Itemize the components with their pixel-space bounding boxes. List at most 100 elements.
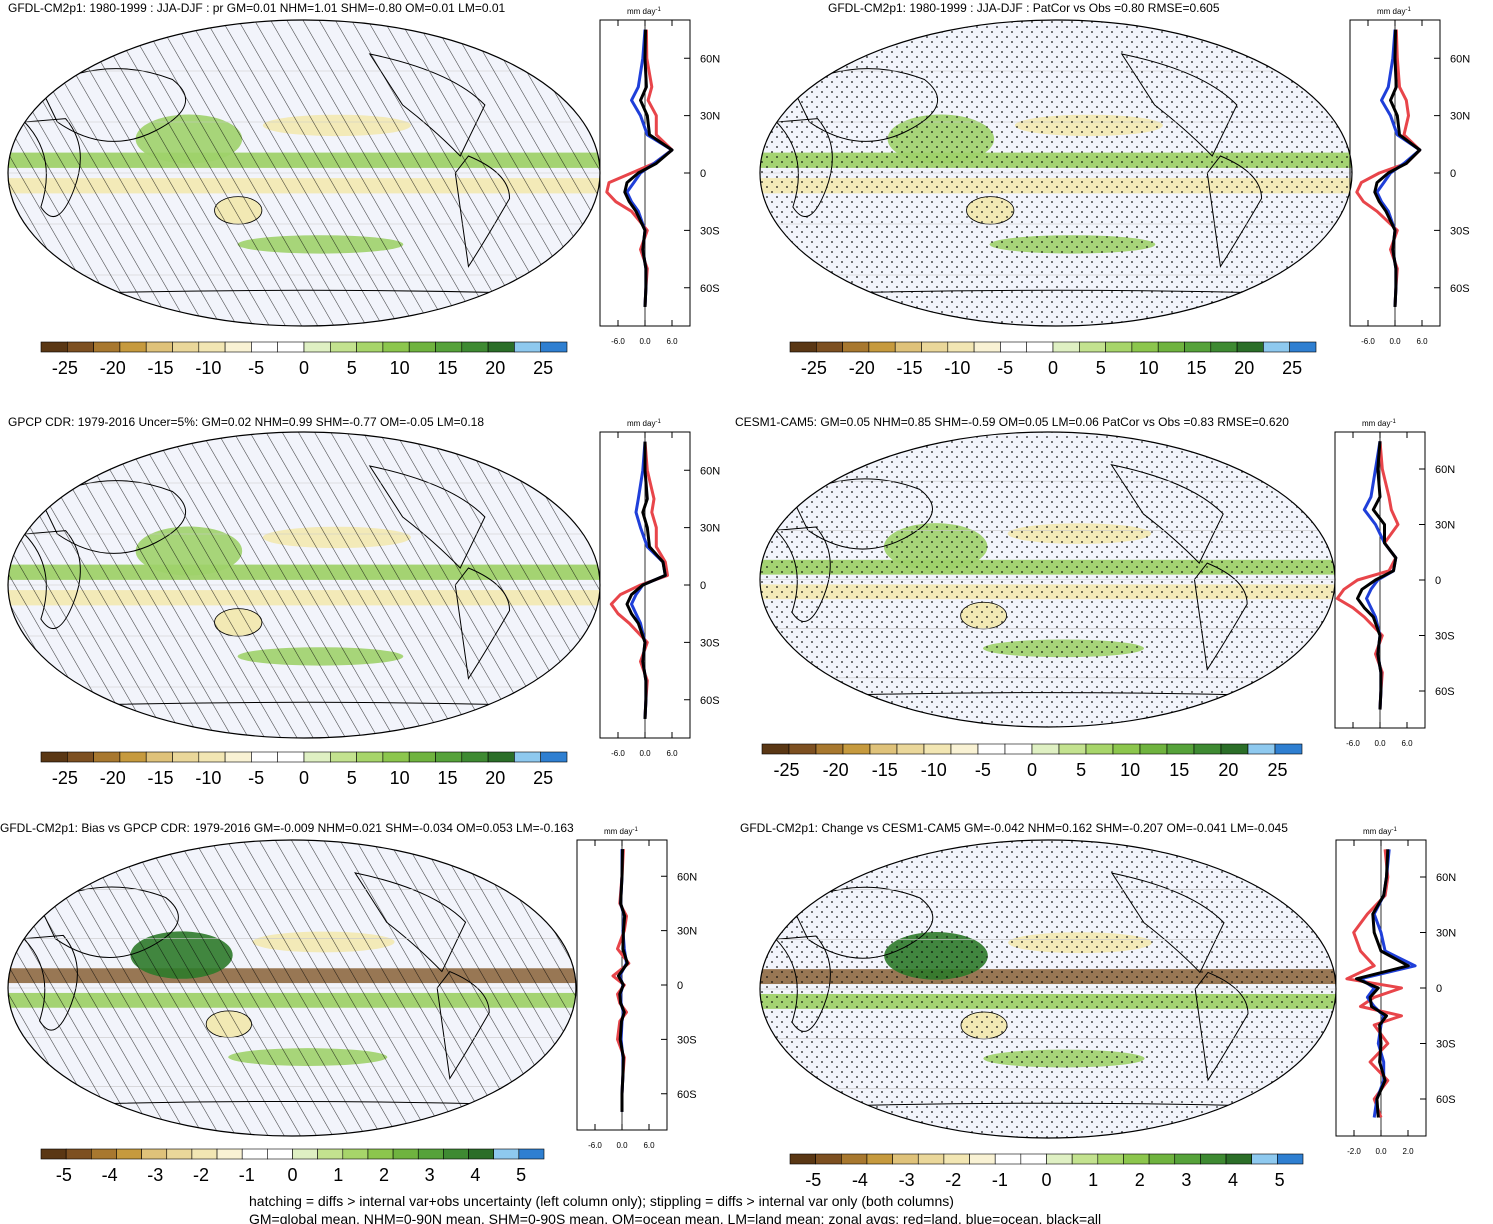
colorbar-swatch [224, 751, 252, 763]
x-tick-label: -2.0 [1347, 1147, 1361, 1156]
lat-tick-label: 60S [1450, 283, 1470, 295]
colorbar-label: 20 [1234, 358, 1254, 378]
series-all [1373, 29, 1422, 307]
colorbar-swatch [1184, 341, 1212, 353]
lat-tick-label: 30N [700, 523, 720, 535]
colorbar-swatch [540, 751, 568, 763]
colorbar-swatch [896, 743, 925, 755]
colorbar-swatch [172, 341, 200, 353]
colorbar-swatch [892, 1153, 919, 1165]
lat-tick-label: 60S [1436, 1094, 1456, 1106]
colorbar-label: 20 [485, 358, 505, 378]
map [8, 20, 600, 326]
zonal-profile: mm day-1 -6.0 0.0 6.0 60N 30N 0 30S 60S [576, 827, 697, 1150]
x-tick-label: -6.0 [1346, 739, 1360, 748]
colorbar-swatch [1000, 341, 1028, 353]
colorbar-swatch [461, 751, 489, 763]
colorbar-swatch [251, 341, 278, 353]
colorbar-swatch [1148, 1153, 1176, 1165]
colorbar-swatch [443, 1148, 469, 1160]
series-land [1345, 849, 1403, 1119]
panel-title: CESM1-CAM5: GM=0.05 NHM=0.85 SHM=-0.59 O… [735, 415, 1289, 429]
map [760, 20, 1352, 326]
colorbar-swatch [1131, 341, 1159, 353]
lat-tick-label: 30S [700, 637, 720, 649]
colorbar-swatch [292, 1148, 318, 1160]
lat-tick-label: 30N [700, 111, 720, 123]
colorbar-swatch [1079, 341, 1106, 353]
map [8, 432, 600, 738]
colorbar-swatch [1263, 341, 1291, 353]
series-all [625, 441, 667, 719]
unit-exponent: -1 [1391, 827, 1397, 833]
series-land [1355, 29, 1422, 307]
colorbar-swatch [356, 341, 384, 353]
colorbar-swatch [1031, 743, 1060, 755]
colorbar-swatch [382, 341, 410, 353]
colorbar-swatch [1220, 743, 1249, 755]
colorbar-swatch [317, 1148, 344, 1160]
lat-tick-label: 30N [1436, 928, 1456, 940]
colorbar-swatch [468, 1148, 494, 1160]
colorbar-swatch [216, 1148, 243, 1160]
colorbar-label: 5 [1076, 760, 1086, 780]
unit-exponent: -1 [632, 827, 638, 833]
x-tick-label: 6.0 [666, 749, 678, 758]
x-tick-label: 6.0 [1416, 337, 1428, 346]
colorbar-label: -15 [872, 760, 898, 780]
footnote: hatching = diffs > internal var+obs unce… [249, 1193, 1101, 1224]
colorbar-swatch [119, 341, 147, 353]
colorbar-label: 15 [437, 358, 457, 378]
colorbar-label: 25 [1267, 760, 1287, 780]
colorbar-label: -15 [148, 768, 174, 788]
colorbar-swatch [815, 341, 843, 353]
hatching-overlay [8, 20, 600, 326]
lat-tick-label: 30S [1435, 631, 1455, 643]
colorbar-swatch [1058, 743, 1087, 755]
colorbar-swatch [1210, 341, 1238, 353]
colorbar-swatch [1020, 1153, 1047, 1165]
colorbar-swatch [514, 341, 542, 353]
colorbar-swatch [166, 1148, 193, 1160]
colorbar-label: -15 [897, 358, 923, 378]
colorbar-swatch [119, 751, 147, 763]
colorbar-swatch [1247, 743, 1276, 755]
lat-tick-label: 60S [700, 695, 720, 707]
colorbar-swatch [815, 743, 844, 755]
colorbar-swatch [1139, 743, 1168, 755]
colorbar-swatch [487, 751, 515, 763]
colorbar-label: 10 [390, 768, 410, 788]
series-land [1335, 441, 1400, 710]
colorbar-swatch [435, 341, 463, 353]
panel-title: GPCP CDR: 1979-2016 Uncer=5%: GM=0.02 NH… [8, 415, 484, 429]
colorbar-label: 5 [347, 358, 357, 378]
colorbar-swatch [1112, 743, 1141, 755]
colorbar-swatch [1026, 341, 1054, 353]
colorbar: -25 -20 -15 -10 -5 0 5 10 15 20 25 [40, 751, 568, 788]
colorbar-swatch [408, 751, 436, 763]
colorbar-label: 10 [1139, 358, 1159, 378]
colorbar-label: -5 [56, 1165, 72, 1185]
panel-title: GFDL-CM2p1: 1980-1999 : JJA-DJF : PatCor… [828, 1, 1220, 15]
panel-p6: GFDL-CM2p1: Change vs CESM1-CAM5 GM=-0.0… [740, 821, 1456, 1190]
x-tick-label: 0.0 [639, 337, 651, 346]
colorbar-label: -5 [975, 760, 991, 780]
zonal-profile: mm day-1 -6.0 0.0 6.0 60N 30N 0 30S 60S [599, 7, 720, 346]
colorbar-label: 4 [1228, 1170, 1238, 1190]
colorbar-swatch [367, 1148, 394, 1160]
colorbar-label: -25 [801, 358, 827, 378]
colorbar-label: -5 [997, 358, 1013, 378]
colorbar-swatch [973, 341, 1001, 353]
unit-exponent: -1 [655, 419, 661, 425]
colorbar-swatch [869, 743, 898, 755]
x-tick-label: 0.0 [1375, 1147, 1387, 1156]
lat-tick-label: 60N [1435, 464, 1455, 476]
colorbar-swatch [977, 743, 1006, 755]
lat-tick-label: 60S [700, 283, 720, 295]
colorbar-swatch [1046, 1153, 1073, 1165]
colorbar-label: 2 [379, 1165, 389, 1185]
stippling-overlay [760, 20, 1352, 326]
x-tick-label: -6.0 [611, 337, 625, 346]
colorbar-swatch [1052, 341, 1080, 353]
colorbar-swatch [241, 1148, 268, 1160]
